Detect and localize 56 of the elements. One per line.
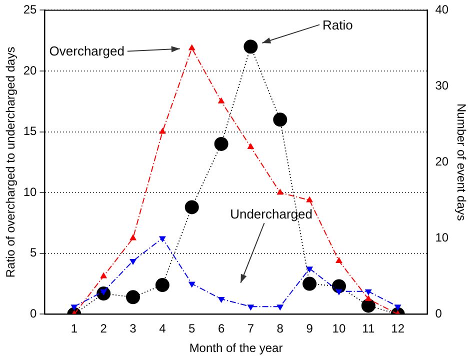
x-tick-label: 12 (391, 322, 405, 336)
x-tick-label: 1 (70, 322, 78, 336)
y-axis-title: Ratio of overcharged to undercharged days (4, 46, 18, 278)
point (273, 112, 288, 127)
point (184, 200, 199, 214)
point (158, 236, 166, 242)
point (70, 304, 78, 311)
x-tick-label: 2 (100, 322, 108, 336)
x-tick-label: 10 (332, 322, 346, 336)
text: Undercharged (230, 206, 312, 222)
point (247, 304, 254, 311)
x-tick-label: 8 (276, 322, 284, 336)
y-tick-label: 10 (23, 184, 38, 199)
point (302, 276, 317, 291)
x-tick-label: 4 (159, 322, 166, 336)
point (130, 259, 136, 265)
x-tick-label: 11 (362, 322, 375, 336)
y-tick-label: 0 (30, 306, 38, 321)
point (188, 282, 196, 288)
y-tick-label: 15 (23, 124, 38, 138)
text: Overcharged (49, 44, 124, 59)
y-tick-label: 20 (23, 63, 38, 78)
point (361, 298, 376, 313)
x-tick-label: 3 (130, 322, 137, 336)
point (336, 289, 342, 296)
y2-tick-label: 30 (435, 78, 449, 93)
x-tick-label: 6 (218, 322, 225, 336)
x-tick-label: 9 (306, 322, 314, 336)
y2-tick-label: 0 (435, 306, 442, 321)
y2-tick-label: 20 (435, 154, 449, 169)
x-tick-label: 5 (188, 322, 196, 336)
point (364, 289, 372, 296)
point (276, 188, 284, 195)
point (155, 278, 170, 292)
point (306, 196, 314, 202)
point (214, 136, 228, 151)
point (126, 290, 140, 304)
point (218, 297, 225, 303)
point (336, 257, 342, 263)
point (130, 234, 136, 240)
point (247, 143, 254, 149)
text: Ratio (322, 17, 353, 32)
x-tick-label: 7 (247, 322, 254, 336)
y2-tick-label: 10 (435, 230, 449, 245)
point (188, 44, 196, 50)
point (244, 40, 258, 54)
point (158, 128, 166, 134)
point (276, 304, 284, 311)
point (394, 304, 402, 311)
point (218, 97, 225, 104)
y2-tick-label: 40 (435, 2, 449, 17)
y-tick-label: 5 (30, 246, 38, 260)
point (306, 266, 314, 273)
x-axis-title: Month of the year (189, 341, 283, 356)
y-tick-label: 25 (23, 2, 38, 17)
y2-axis-title: Number of event days (454, 103, 468, 221)
